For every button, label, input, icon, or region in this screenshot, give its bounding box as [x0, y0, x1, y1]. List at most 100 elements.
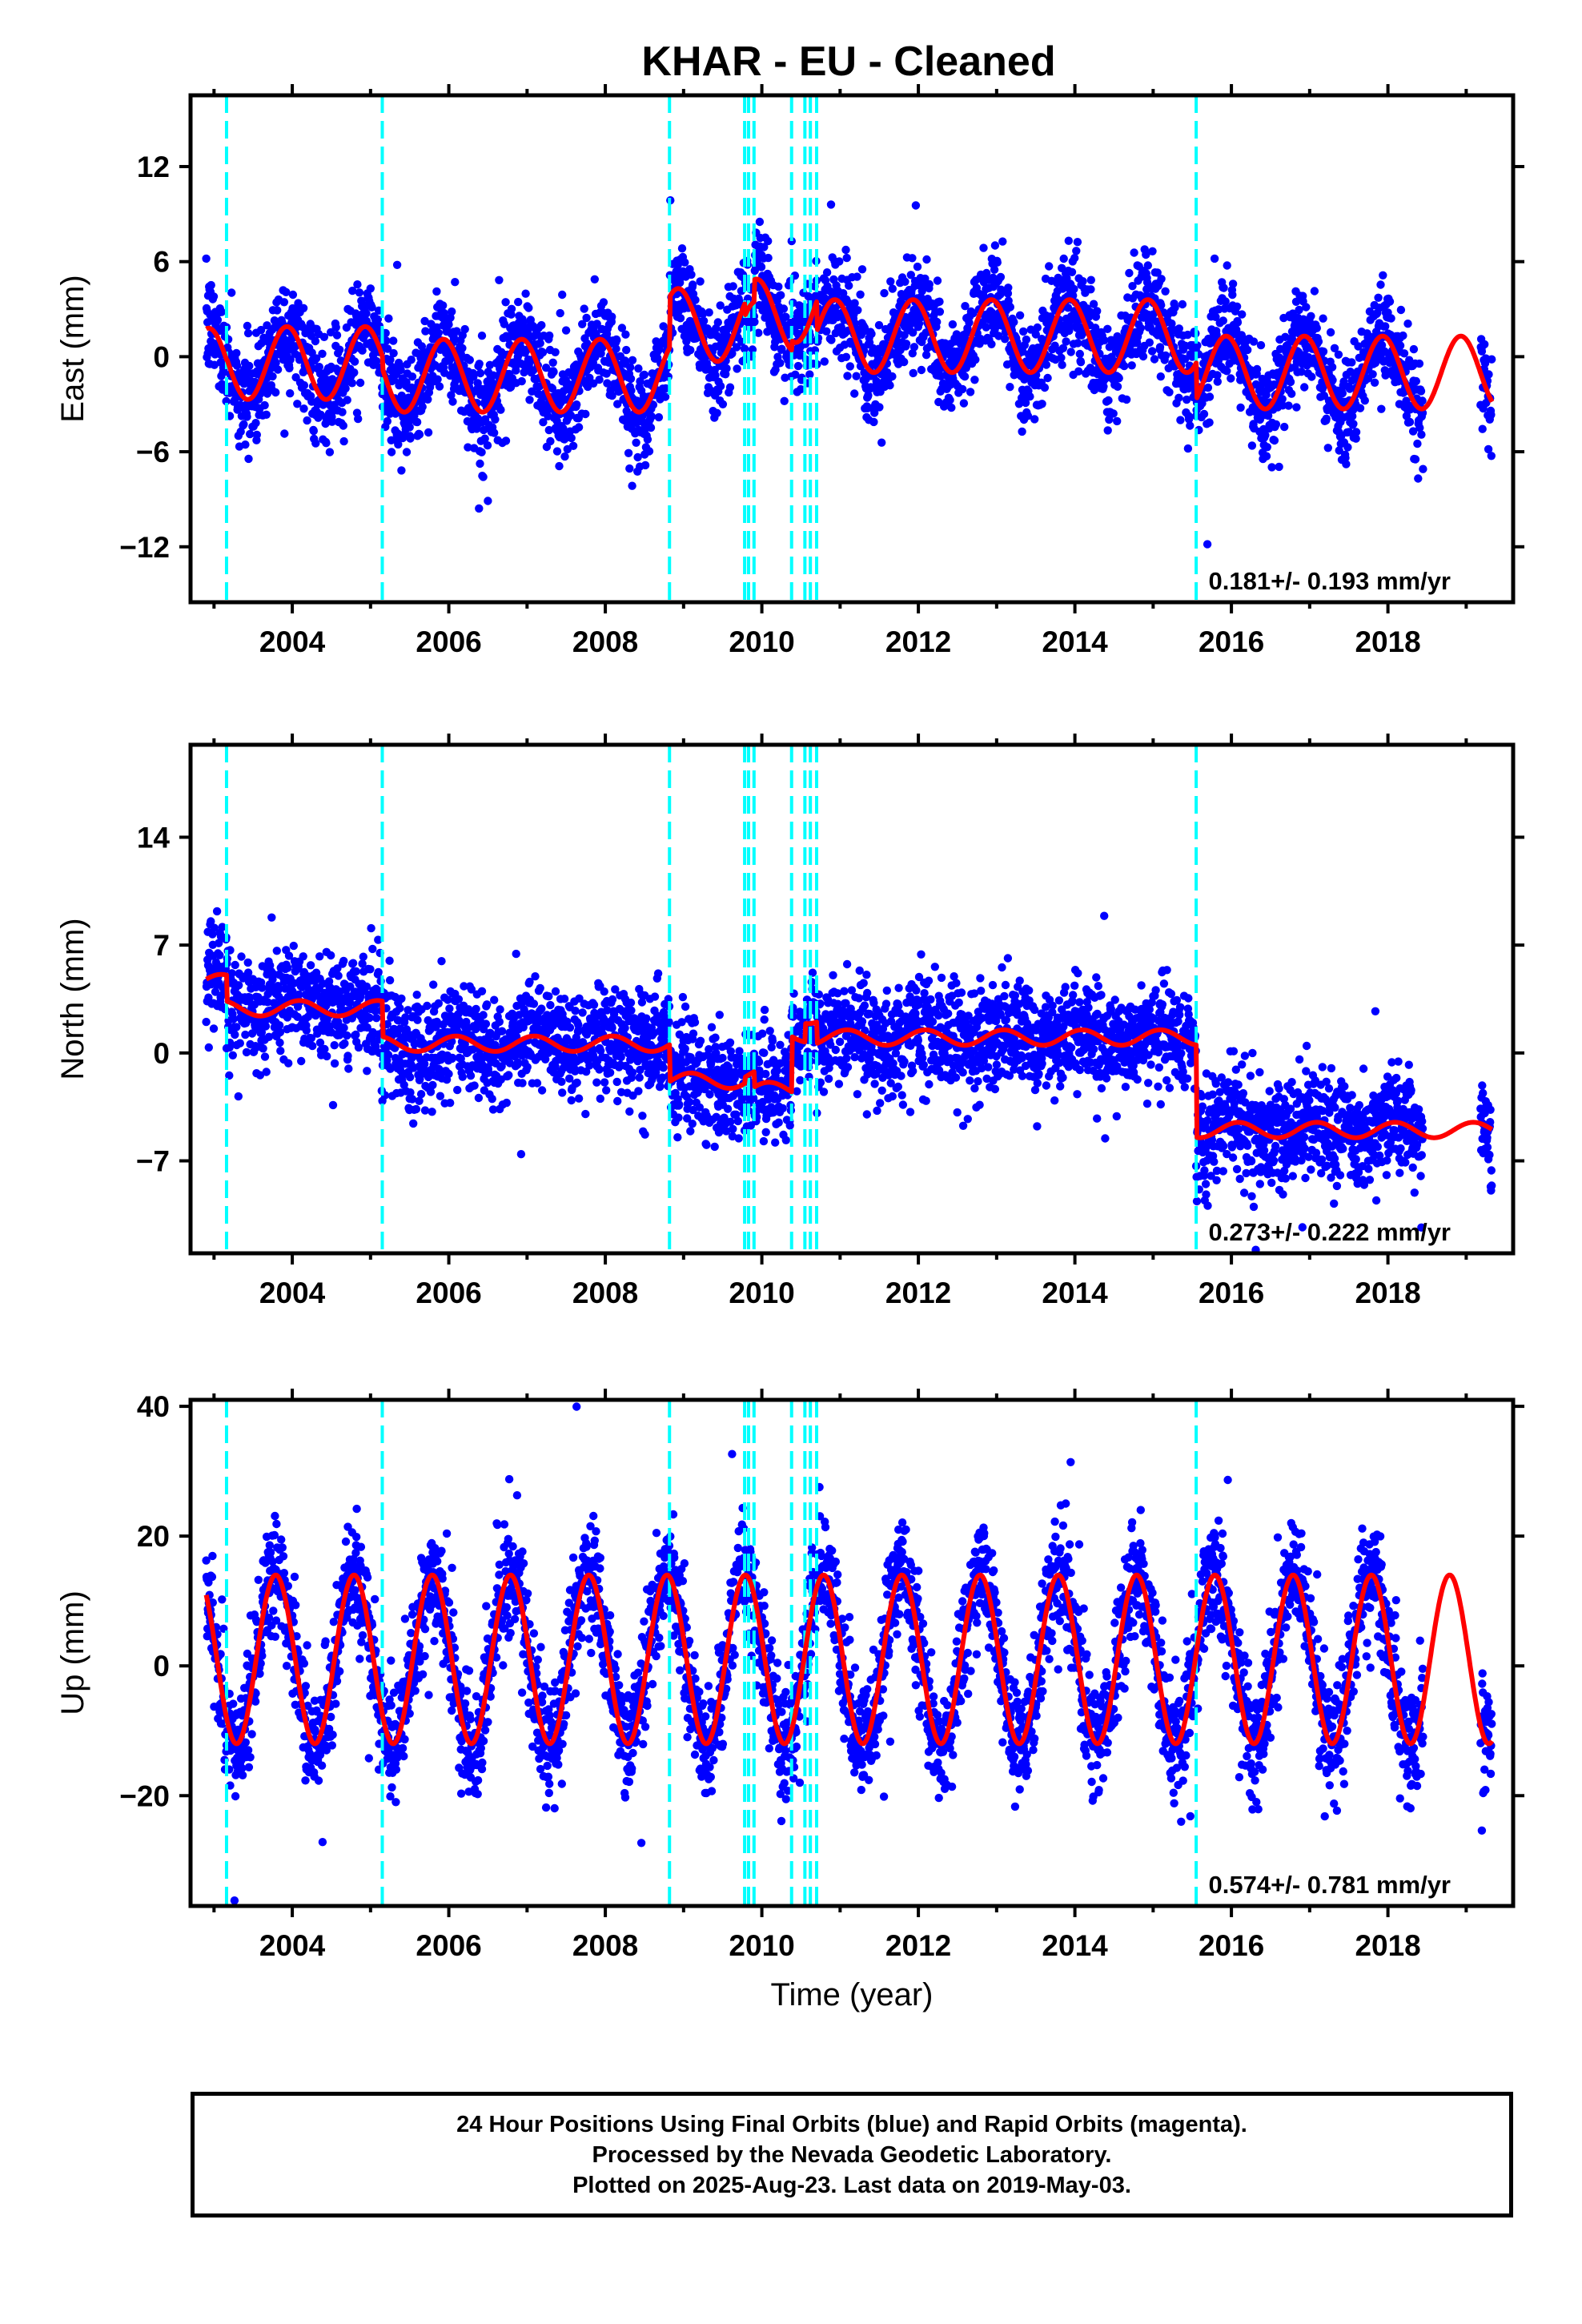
data-point: [1023, 412, 1033, 420]
data-point: [458, 1072, 467, 1081]
data-point: [315, 1038, 325, 1047]
data-point: [458, 344, 467, 352]
data-point: [1385, 297, 1395, 306]
data-point: [1236, 403, 1245, 412]
data-point: [1155, 343, 1165, 352]
data-point: [958, 384, 967, 394]
data-point: [242, 1047, 251, 1057]
data-point: [396, 365, 405, 375]
data-point: [243, 958, 252, 967]
data-point: [1074, 367, 1083, 376]
data-point: [728, 349, 737, 358]
data-point: [424, 428, 433, 437]
data-point: [755, 217, 765, 227]
data-point: [1161, 351, 1170, 360]
data-point: [322, 1001, 331, 1011]
data-point: [781, 373, 789, 382]
data-point: [857, 265, 867, 274]
data-point: [1379, 271, 1387, 279]
data-point: [909, 343, 919, 352]
data-point: [322, 439, 331, 448]
data-point: [925, 279, 934, 289]
data-point: [231, 1030, 239, 1039]
data-point: [1072, 247, 1081, 255]
data-point: [1249, 337, 1259, 346]
data-point: [344, 1064, 353, 1073]
data-point: [1477, 347, 1487, 356]
data-point: [1319, 347, 1328, 356]
data-point: [965, 318, 974, 327]
data-point: [740, 344, 749, 353]
data-point: [290, 979, 299, 987]
data-point: [548, 384, 557, 393]
data-point: [901, 340, 911, 348]
data-point: [276, 1047, 285, 1055]
data-point: [1287, 389, 1296, 398]
data-point: [372, 1014, 381, 1023]
data-point: [713, 408, 721, 417]
data-point: [608, 391, 616, 400]
data-point: [888, 284, 897, 293]
data-point: [935, 297, 944, 306]
data-point: [212, 907, 222, 916]
data-point: [1147, 347, 1157, 356]
data-point: [351, 1030, 360, 1039]
data-point: [970, 376, 979, 384]
data-point: [1148, 247, 1157, 255]
data-point: [1078, 277, 1087, 286]
data-point: [235, 1039, 244, 1047]
data-point: [1487, 452, 1496, 460]
data-point: [1326, 328, 1335, 337]
data-point: [479, 1011, 488, 1019]
data-point: [696, 277, 705, 286]
data-point: [389, 336, 398, 345]
data-point: [1184, 415, 1194, 424]
data-point: [574, 1025, 583, 1035]
data-point: [544, 991, 553, 1001]
data-point: [779, 304, 789, 313]
data-point: [1211, 312, 1220, 321]
data-point: [987, 340, 996, 348]
data-point: [275, 1038, 284, 1047]
data-point: [1004, 283, 1013, 292]
data-point: [389, 348, 398, 358]
data-point: [617, 324, 627, 332]
data-point: [460, 982, 468, 991]
data-point: [654, 412, 664, 422]
data-point: [1099, 382, 1108, 391]
data-point: [921, 351, 931, 360]
data-point: [822, 268, 832, 277]
data-point: [1057, 353, 1066, 362]
data-point: [207, 280, 215, 290]
data-point: [1221, 297, 1230, 306]
data-point: [1328, 376, 1337, 384]
data-point: [852, 372, 861, 380]
data-point: [886, 277, 895, 286]
data-point: [1349, 420, 1358, 428]
x-tick-label: 2004: [259, 625, 326, 658]
data-point: [1105, 415, 1114, 424]
data-point: [1387, 314, 1395, 323]
data-point: [397, 466, 406, 475]
data-point: [405, 423, 414, 432]
data-point: [413, 1015, 422, 1024]
data-point: [990, 241, 1000, 250]
data-point: [1213, 371, 1222, 380]
data-point: [572, 1078, 581, 1088]
data-point: [476, 459, 484, 468]
data-point: [608, 312, 616, 321]
data-point: [383, 1051, 393, 1059]
data-point: [1292, 403, 1301, 412]
data-point: [299, 304, 308, 312]
data-point: [268, 372, 277, 381]
data-point: [565, 1074, 574, 1084]
data-point: [853, 306, 862, 315]
data-point: [575, 994, 584, 1003]
data-point: [850, 299, 859, 308]
data-point: [1067, 267, 1077, 276]
data-point: [386, 356, 395, 364]
data-point: [319, 979, 327, 988]
data-point: [572, 400, 581, 409]
north-points: [202, 907, 1496, 1253]
data-point: [406, 1088, 415, 1097]
